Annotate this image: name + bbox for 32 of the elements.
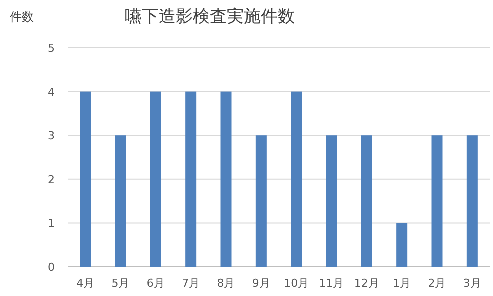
- bar: [186, 92, 197, 267]
- x-tick-label: 5月: [112, 277, 130, 290]
- bar: [256, 136, 267, 267]
- y-tick-label: 1: [48, 217, 55, 230]
- bar: [326, 136, 338, 267]
- x-tick-label: 12月: [354, 277, 380, 290]
- y-tick-label: 4: [48, 86, 55, 99]
- bar: [466, 136, 478, 267]
- bar: [291, 92, 302, 267]
- bar: [80, 92, 92, 267]
- x-tick-label: 1月: [393, 277, 412, 290]
- x-tick-label: 8月: [217, 277, 236, 290]
- chart-title: 嚥下造影検査実施件数: [125, 7, 295, 27]
- y-tick-label: 0: [48, 261, 55, 274]
- y-axis-title: 件数: [10, 10, 34, 24]
- bar: [220, 92, 232, 267]
- x-tick-label: 7月: [182, 277, 200, 290]
- bar: [361, 136, 372, 267]
- bar: [432, 136, 443, 267]
- y-tick-label: 2: [48, 173, 55, 186]
- x-tick-label: 4月: [76, 277, 95, 290]
- x-tick-label: 2月: [428, 277, 446, 290]
- x-tick-label: 3月: [463, 277, 482, 290]
- y-tick-label: 5: [48, 42, 55, 55]
- y-tick-label: 3: [48, 130, 55, 143]
- bar: [115, 136, 126, 267]
- x-tick-label: 10月: [284, 277, 310, 290]
- bar: [150, 92, 162, 267]
- x-tick-label: 9月: [252, 277, 270, 290]
- x-tick-label: 6月: [146, 277, 165, 290]
- bar: [396, 223, 408, 267]
- x-tick-label: 11月: [319, 277, 344, 290]
